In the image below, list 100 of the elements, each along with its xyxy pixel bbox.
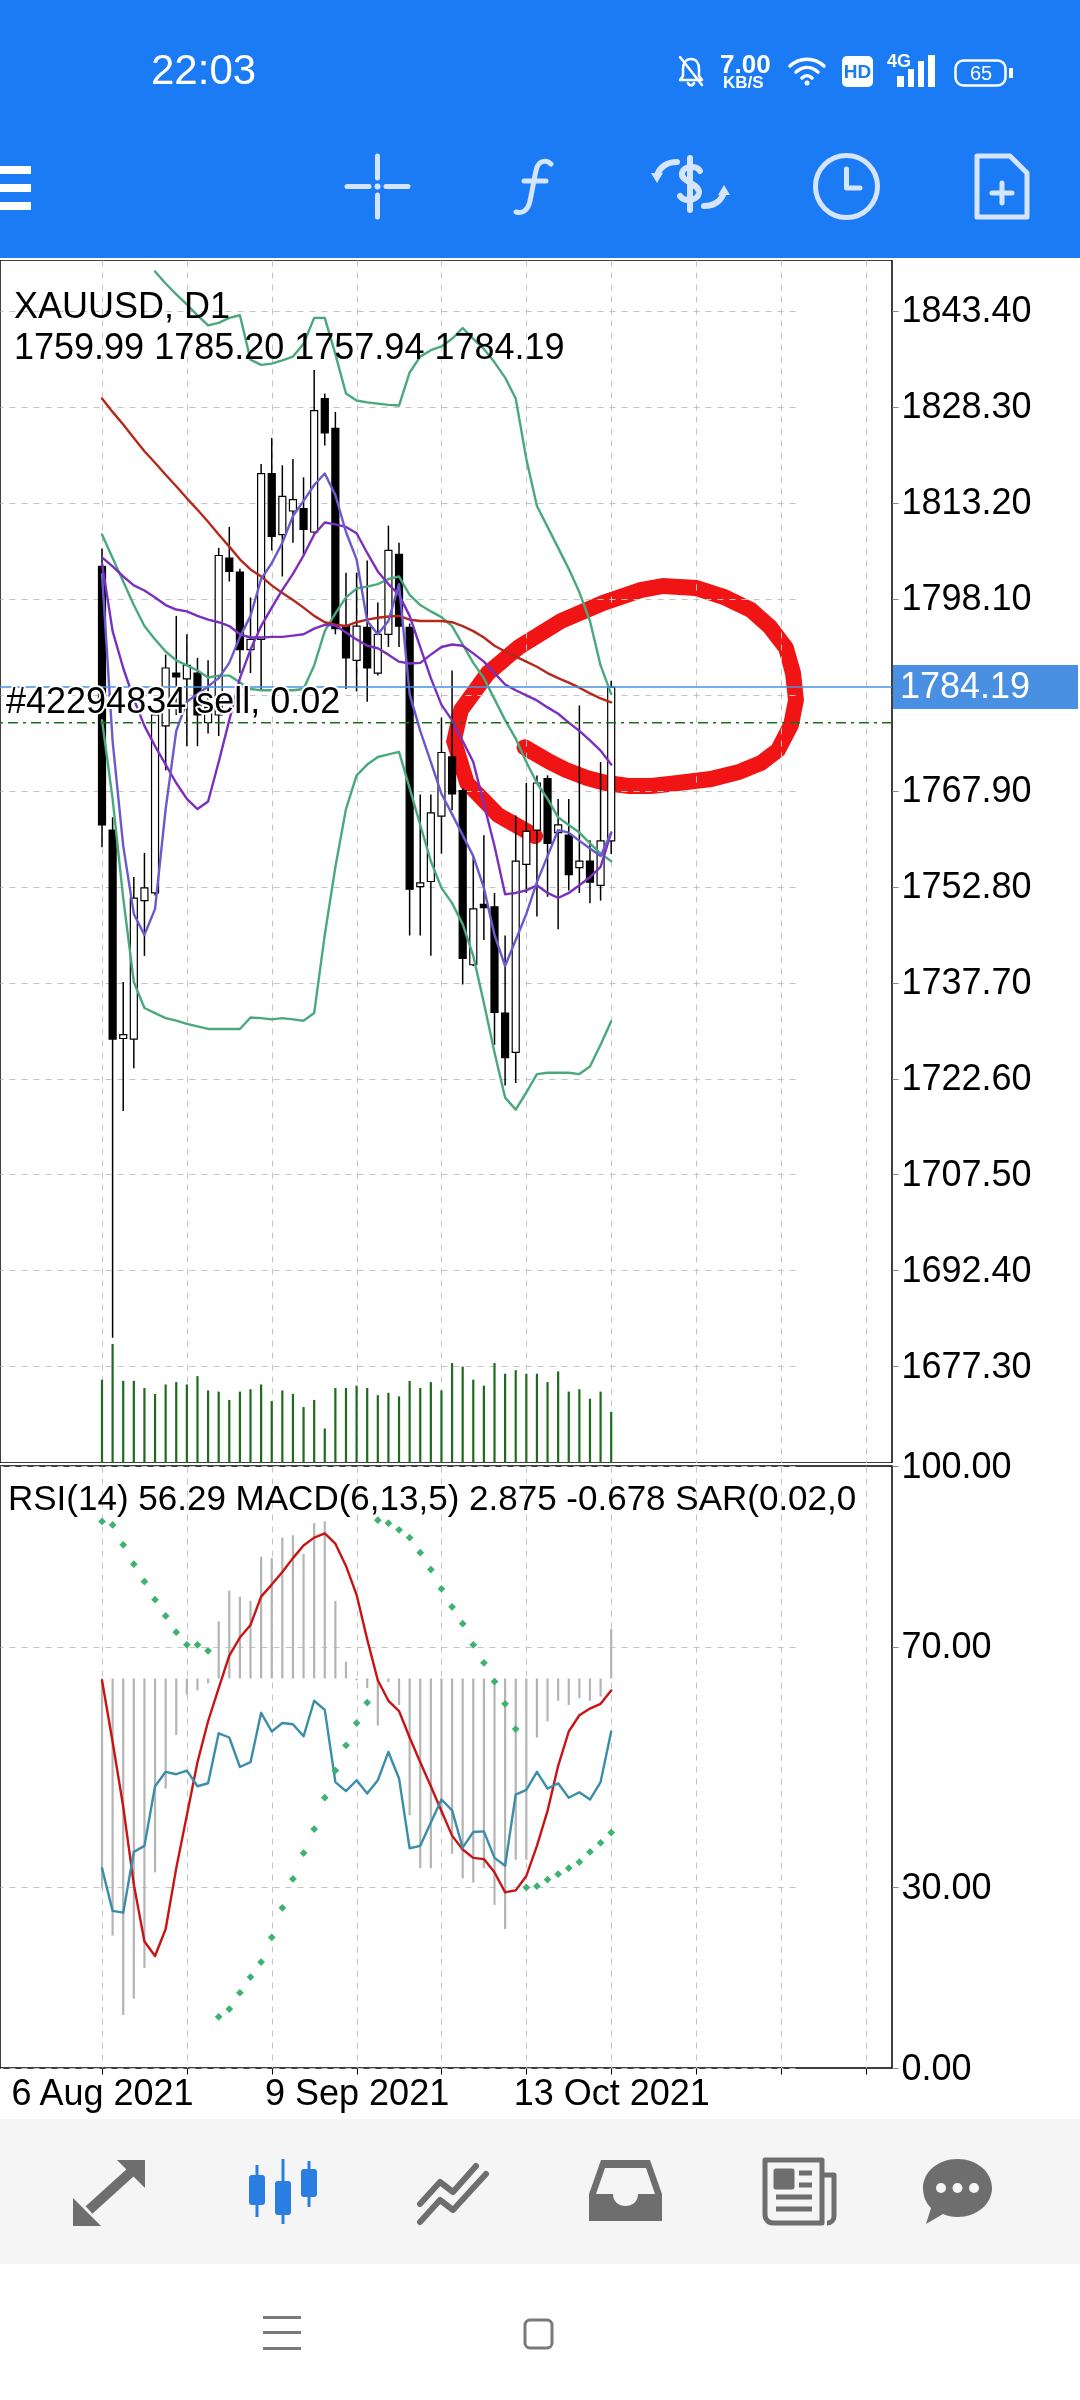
point (586, 1848, 594, 1856)
y-tick-label: 1752.80 (901, 865, 1032, 907)
point (384, 1519, 393, 1528)
line-series (100, 1532, 613, 1958)
text: HD (842, 56, 873, 87)
bar (557, 1678, 560, 1701)
bar (249, 1600, 252, 1679)
line-series (100, 718, 613, 1111)
text: XAUUSD, D1 (14, 285, 231, 326)
bar (175, 1678, 178, 1736)
bar (504, 1373, 507, 1463)
point (267, 1933, 276, 1942)
bar (291, 1393, 295, 1463)
bar (588, 1398, 592, 1463)
bar (578, 1389, 581, 1463)
point (236, 1988, 244, 1997)
point (278, 1904, 287, 1912)
bar (302, 1407, 305, 1463)
bar (429, 1382, 432, 1463)
bar (302, 1553, 305, 1679)
bar (238, 1391, 242, 1463)
point (129, 1560, 138, 1568)
y-tick-label: 30.00 (901, 1865, 992, 1907)
bar (122, 1380, 125, 1463)
x-tick-label: 13 Oct 2021 (513, 2071, 710, 2113)
bar (185, 1384, 188, 1463)
point (119, 1540, 128, 1549)
y-tick-label: 0.00 (901, 2046, 972, 2088)
bar (514, 1370, 517, 1463)
bar (546, 1382, 549, 1463)
bar (143, 1678, 146, 1969)
point (352, 1719, 361, 1727)
point (299, 1849, 308, 1857)
bar (164, 1384, 167, 1463)
bar (355, 1385, 358, 1463)
bar (217, 1621, 220, 1679)
bar (111, 1344, 114, 1463)
bar (366, 1388, 369, 1463)
candlestick (288, 458, 298, 544)
bar (535, 1373, 539, 1463)
text: 65 (956, 61, 1006, 85)
bar (175, 1382, 178, 1463)
point (363, 1698, 372, 1707)
point (405, 1533, 414, 1542)
point (342, 1741, 350, 1750)
bar (153, 1393, 157, 1463)
point (257, 1958, 265, 1966)
candlestick (119, 981, 128, 1112)
bar (281, 1390, 284, 1463)
bar (376, 1395, 379, 1463)
y-tick-label: 1828.30 (901, 385, 1032, 427)
bar (482, 1385, 485, 1463)
candlestick (416, 793, 425, 937)
point (204, 1646, 212, 1655)
bar (546, 1678, 549, 1722)
bar (567, 1678, 570, 1705)
point (458, 1619, 467, 1628)
bar (270, 1401, 273, 1463)
bar (440, 1390, 443, 1463)
y-tick-label: 1707.50 (901, 1152, 1032, 1194)
candlestick (140, 852, 149, 957)
bar (567, 1391, 570, 1463)
bar (132, 1380, 135, 1463)
bar (206, 1390, 210, 1463)
point (320, 1793, 329, 1802)
point (437, 1584, 446, 1593)
bar (610, 1411, 613, 1463)
point (98, 1517, 106, 1526)
bar (313, 1399, 316, 1463)
bar (525, 1373, 528, 1463)
bar (493, 1363, 496, 1463)
candlestick (225, 526, 234, 583)
bar (408, 1380, 411, 1463)
point (448, 1602, 456, 1611)
point (575, 1858, 584, 1866)
bar (249, 1389, 252, 1463)
y-tick-label: 1813.20 (901, 481, 1032, 523)
point (554, 1870, 563, 1879)
bar (461, 1366, 464, 1463)
x-tick-label: 9 Sep 2021 (265, 2071, 450, 2113)
bar (143, 1388, 146, 1463)
y-tick-label: 1737.70 (901, 961, 1032, 1003)
y-tick-label: 1722.60 (901, 1057, 1032, 1099)
bar (334, 1388, 337, 1463)
x-tick-label: 6 Aug 2021 (11, 2071, 194, 2113)
bar (599, 1678, 602, 1697)
bar (344, 1388, 348, 1463)
point (310, 1825, 319, 1833)
point (140, 1577, 149, 1586)
bar (599, 1391, 602, 1463)
ref-line-label: 1784.19 (900, 665, 1031, 707)
point (331, 1766, 340, 1775)
point (564, 1864, 573, 1873)
bar (323, 1428, 326, 1463)
y-tick-label: 1677.30 (901, 1344, 1032, 1386)
point (172, 1628, 181, 1637)
bar (397, 1396, 401, 1463)
point (416, 1548, 425, 1557)
y-tick-label: 1798.10 (901, 577, 1032, 619)
bar (535, 1678, 539, 1738)
